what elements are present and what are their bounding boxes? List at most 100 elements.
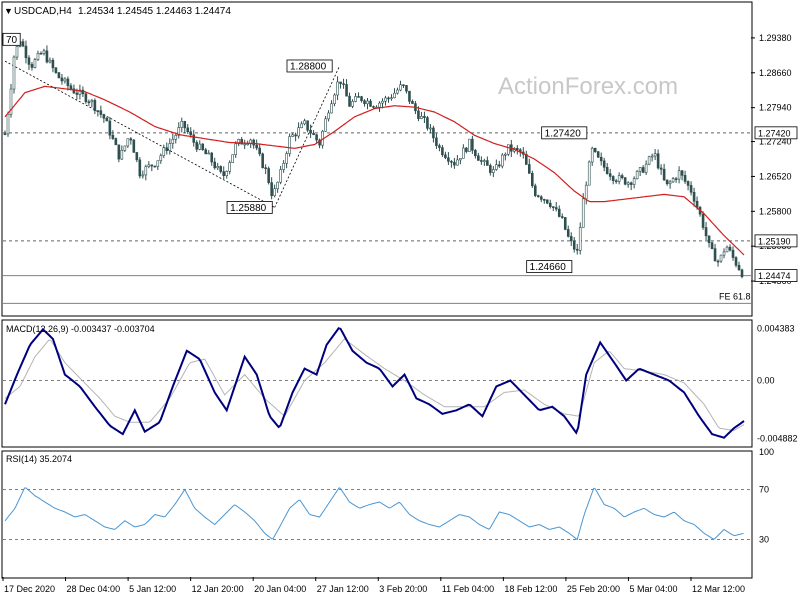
candle-body <box>252 139 255 146</box>
candle-body <box>390 97 393 100</box>
macd-tick-label-2: -0.004882 <box>757 434 798 444</box>
trendline-0 <box>4 60 275 208</box>
candle-body <box>366 100 369 105</box>
candle-body <box>282 163 285 170</box>
candle-body <box>653 153 657 157</box>
candle-body <box>156 160 160 167</box>
candle-body <box>246 143 249 146</box>
candle-body <box>569 236 573 242</box>
candle-body <box>548 202 552 207</box>
candle-body <box>291 134 294 137</box>
candle-body <box>54 67 58 73</box>
candle-body <box>123 145 127 151</box>
candle-body <box>219 166 223 172</box>
candle-body <box>132 139 136 153</box>
candle-body <box>450 161 453 163</box>
candle-body <box>411 101 414 104</box>
price-annotations: 70 1.28800 1.25880 1.27420 1.24660 <box>2 32 588 273</box>
candle-body <box>557 208 561 217</box>
candle-body <box>716 260 720 263</box>
candle-body <box>159 155 163 162</box>
candle-body <box>554 207 558 210</box>
candle-body <box>138 159 142 177</box>
annotation-box-1 <box>286 59 333 73</box>
candle-body <box>48 59 52 63</box>
price-trendlines <box>4 60 340 208</box>
candle-body <box>108 120 112 136</box>
candle-body <box>387 97 390 100</box>
price-tick-label-5: 1.26520 <box>759 171 792 181</box>
candle-body <box>39 52 43 55</box>
candle-body <box>572 240 576 250</box>
candle-body <box>644 163 648 173</box>
candle-body <box>357 96 360 98</box>
rsi-axis: 100 70 30 <box>759 447 774 545</box>
fe-label: FE 61.8 <box>719 291 751 301</box>
candle-body <box>674 178 678 180</box>
candle-body <box>198 143 202 150</box>
annotation-box-2 <box>226 201 273 214</box>
candle-body <box>668 181 672 185</box>
candle-body <box>165 147 169 151</box>
annotation-label-2: 1.25880 <box>230 203 267 214</box>
price-sma <box>4 85 745 256</box>
candle-body <box>629 182 633 185</box>
candle-body <box>659 167 663 170</box>
candle-body <box>78 89 82 95</box>
candle-body <box>192 134 196 143</box>
candle-body <box>288 136 291 154</box>
level-label-1: 1.25190 <box>758 236 791 246</box>
rsi-levels <box>3 489 751 540</box>
candle-body <box>641 167 645 173</box>
candle-body <box>626 182 630 185</box>
candle-body <box>87 101 91 104</box>
rsi-line <box>4 487 744 541</box>
candle-body <box>360 96 363 101</box>
candle-body <box>180 121 184 128</box>
price-tick-label-4: 1.27240 <box>759 137 792 147</box>
candle-body <box>737 264 741 271</box>
candle-body <box>150 164 154 167</box>
candle-body <box>84 93 88 103</box>
candle-body <box>504 153 507 156</box>
candle-body <box>120 150 124 160</box>
candle-body <box>740 269 744 277</box>
candle-body <box>240 139 243 145</box>
candle-body <box>33 59 37 68</box>
level-box-2 <box>754 269 798 282</box>
candle-body <box>471 138 474 151</box>
candle-body <box>501 154 504 167</box>
candle-body <box>351 101 354 107</box>
candle-body <box>536 195 540 198</box>
candle-body <box>141 174 145 177</box>
candle-body <box>339 81 342 84</box>
header-arrow-icon: ▼ <box>4 6 13 16</box>
candle-body <box>75 92 79 95</box>
candle-body <box>147 164 151 167</box>
candle-body <box>318 139 321 146</box>
candle-body <box>614 180 618 183</box>
macd-axis: 0.004383 0.00 -0.004882 <box>757 323 798 443</box>
candle-body <box>267 168 270 183</box>
candle-body <box>492 169 495 173</box>
candle-body <box>144 166 148 176</box>
x-tick-label-8: 18 Feb 12:00 <box>504 584 557 594</box>
candle-body <box>722 251 726 256</box>
candle-body <box>474 150 477 157</box>
candle-body <box>174 134 178 140</box>
candle-body <box>372 106 375 108</box>
candle-body <box>632 178 636 185</box>
candle-body <box>153 165 157 168</box>
candle-body <box>210 152 214 163</box>
candle-body <box>363 100 366 105</box>
level-label-2: 1.24474 <box>758 271 791 281</box>
annotation-box-0 <box>2 32 21 46</box>
rsi-panel-frame <box>1 450 753 579</box>
candle-body <box>542 199 546 201</box>
candle-body <box>129 138 133 141</box>
x-tick-label-1: 28 Dec 04:00 <box>67 584 121 594</box>
x-tick-label-11: 12 Mar 12:00 <box>692 584 745 594</box>
candle-body <box>201 143 205 151</box>
candle-body <box>713 248 717 262</box>
trendline-1 <box>274 65 340 208</box>
